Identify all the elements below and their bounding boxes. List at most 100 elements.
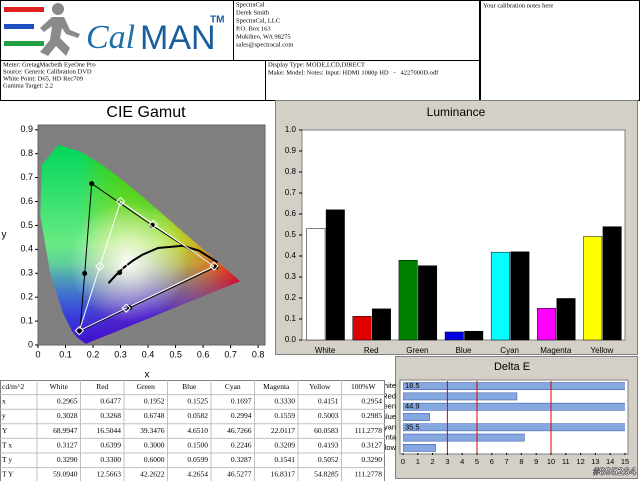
table-cell: 39.3476 [140, 426, 165, 435]
table-cell: 4.6510 [187, 426, 208, 435]
table-cell: 46.5277 [227, 470, 252, 479]
table-header: 100%W [351, 382, 376, 391]
table-header: Blue [182, 382, 197, 391]
locus-white [40, 144, 240, 344]
x-tick-label: 5 [475, 457, 479, 466]
table-cell: 60.0583 [314, 426, 339, 435]
x-tick-label: 9 [534, 457, 538, 466]
table-header: White [50, 382, 69, 391]
target-point [209, 261, 219, 271]
x-tick-label: 13 [591, 457, 599, 466]
bar [403, 433, 525, 442]
contact-line: Derek Smith [236, 9, 270, 16]
table-cell: 0.3330 [274, 397, 295, 406]
x-tick-label: 0.6 [197, 349, 210, 359]
table-cell: 0.1541 [274, 455, 295, 464]
bar [444, 331, 464, 341]
table-cell: 0.3028 [57, 411, 78, 420]
logo-stripe [4, 24, 34, 29]
table-cell: 0.6000 [144, 455, 165, 464]
bar [403, 402, 625, 411]
y-tick-label: 0.9 [285, 146, 297, 155]
logo-man: MAN [140, 19, 216, 57]
bar [403, 413, 430, 421]
table-cell: 0.1952 [144, 397, 165, 406]
contact-line: SpectraCal [236, 1, 265, 8]
bar [403, 382, 625, 390]
x-tick-label: 12 [576, 457, 584, 466]
table-cell: 16.8317 [271, 470, 296, 479]
contact-box [233, 0, 480, 61]
bar [602, 226, 622, 341]
table-cell: 0.6748 [144, 411, 165, 420]
table-cell: 0.3300 [100, 455, 121, 464]
table-cell: 22.0117 [271, 426, 295, 435]
bar [306, 228, 326, 341]
bar [418, 265, 438, 341]
measured-point [82, 270, 88, 276]
header: Cal MAN TM SpectraCal Derek Smith Spectr… [0, 0, 640, 101]
table-cell: 68.9947 [53, 426, 78, 435]
meter-line: Meter: GretagMacbeth EyeOne Pro [3, 61, 96, 68]
table-cell: T Y [2, 470, 14, 479]
contact-line: sales@spectracal.com [236, 41, 293, 48]
table-cell: 0.3268 [100, 411, 121, 420]
logo-runner [40, 3, 80, 56]
table-cell: 16.5044 [97, 426, 122, 435]
y-tick-label: 0.6 [285, 209, 297, 218]
table-header: Yellow [309, 382, 331, 391]
notes-box [480, 0, 640, 101]
y-tick-label: 0.5 [285, 230, 297, 239]
data-table: cd/m^2 White Red Green Blue Cyan Magenta Yellow… [0, 380, 385, 481]
y-tick-label: 0.5 [20, 220, 33, 230]
display-line: Display Type: MODE,LCD,DIRECT [268, 61, 365, 68]
x-tick-label: 0.3 [114, 349, 127, 359]
bar [556, 298, 576, 341]
y-tick-label: 0.2 [285, 293, 297, 302]
spectral-locus [40, 144, 240, 344]
data-label: 18.5 [405, 381, 420, 390]
y-tick-label: White [377, 381, 396, 390]
plot-frame [37, 124, 266, 346]
y-tick-label: 0.8 [285, 167, 297, 176]
table-cell: 0.4151 [318, 397, 339, 406]
table-cell: 0.3127 [57, 440, 78, 449]
x-tick-label: Blue [455, 346, 472, 355]
table-header: Green [137, 382, 156, 391]
table-cell: 0.3209 [274, 440, 295, 449]
table-cell: 0.2954 [361, 397, 382, 406]
plot-area [301, 129, 626, 341]
x-tick-label: 0.7 [224, 349, 237, 359]
meter-line: Source: Generic Calibration DVD [3, 68, 92, 75]
table-cell: 0.2994 [231, 411, 252, 420]
table-cell: 0.4193 [318, 440, 339, 449]
bar [403, 423, 625, 432]
x-tick-label: 0 [401, 457, 405, 466]
x-tick-label: 7 [505, 457, 509, 466]
y-tick-label: 0.8 [20, 148, 33, 158]
bar [464, 330, 484, 341]
contact-line: SpectraCal, LLC [236, 17, 280, 24]
measured-point [117, 270, 123, 276]
x-tick-label: 0.5 [169, 349, 182, 359]
table-cell: 46.7266 [227, 426, 252, 435]
data-label: 44.9 [405, 402, 420, 411]
x-tick-label: 0.8 [252, 349, 265, 359]
table-cell: 0.3290 [361, 455, 382, 464]
y-tick-label: 0.4 [285, 251, 297, 260]
plot-area [399, 379, 629, 455]
display-box [265, 60, 480, 101]
bar [403, 444, 436, 452]
target-point [115, 196, 126, 207]
contact-line: P.O. Box 163 [236, 25, 271, 32]
measured-point [149, 222, 155, 228]
table-cell: 0.3290 [57, 455, 78, 464]
meter-line: Gamma Target: 2.2 [3, 82, 53, 89]
bar [490, 251, 510, 341]
table-cell: 111.2778 [354, 470, 382, 479]
target-point [119, 261, 129, 272]
table-cell: x [2, 397, 6, 406]
table-cell: 0.6477 [100, 397, 121, 406]
table-cell: 0.1697 [231, 397, 252, 406]
